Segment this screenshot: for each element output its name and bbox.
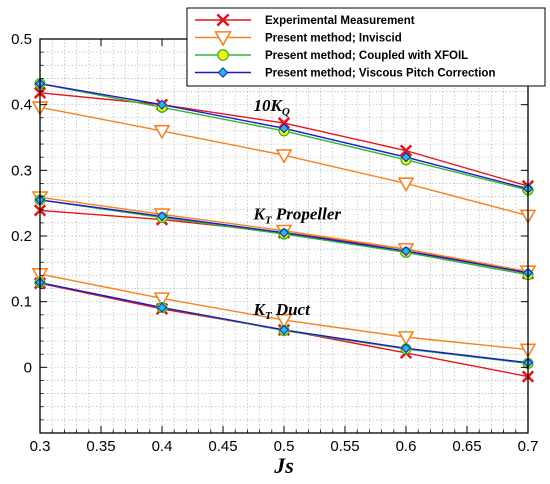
annotations: 10KQ KT Propeller KT Duct — [253, 96, 342, 322]
legend-entry: Experimental Measurement — [195, 13, 415, 27]
y-tick-label: 0.5 — [11, 31, 32, 48]
y-tick-label: 0.4 — [11, 97, 32, 114]
data-point-present-method-viscous-pitch-correction — [400, 343, 412, 354]
x-tick-label: 0.6 — [396, 438, 417, 455]
data-point-present-method-inviscid — [275, 149, 293, 164]
x-axis-title: Js — [273, 453, 294, 478]
x-tick-label: 0.65 — [452, 438, 481, 455]
y-tick-label: 0.2 — [11, 228, 32, 245]
x-tick-label: 0.45 — [208, 438, 237, 455]
data-point-present-method-viscous-pitch-correction — [278, 123, 290, 134]
annotation-kq: 10KQ — [254, 96, 290, 118]
legend-entry: Present method; Coupled with XFOIL — [195, 49, 468, 62]
x-tick-label: 0.3 — [30, 438, 51, 455]
legend: Experimental Measurement Present method; … — [186, 7, 546, 87]
x-tick-label: 0.7 — [518, 438, 539, 455]
data-point-present-method-viscous-pitch-correction — [156, 211, 168, 222]
data-point-present-method-inviscid — [153, 292, 171, 307]
legend-label: Present method; Viscous Pitch Correction — [265, 68, 495, 80]
data-point-present-method-viscous-pitch-correction — [278, 227, 290, 238]
data-point-present-method-inviscid — [397, 177, 415, 193]
legend-entry: Present method; Viscous Pitch Correction — [195, 67, 495, 80]
data-point-present-method-inviscid — [397, 331, 415, 346]
legend-marker — [214, 31, 232, 47]
y-tick-label: 0.1 — [11, 294, 32, 311]
data-point-present-method-viscous-pitch-correction — [400, 246, 412, 257]
data-point-present-method-viscous-pitch-correction — [278, 324, 290, 335]
data-point-experimental-measurement — [399, 144, 413, 157]
x-tick-label: 0.5 — [274, 438, 295, 455]
legend-label: Present method; Inviscid — [265, 33, 402, 45]
legend-entry: Present method; Inviscid — [195, 31, 402, 47]
legend-marker — [217, 49, 229, 61]
data-point-present-method-viscous-pitch-correction — [156, 302, 168, 313]
data-point-present-method-viscous-pitch-correction — [156, 99, 168, 110]
ticks: 0.3 0.35 0.4 0.45 0.5 0.55 0.6 0.65 0.7 0 0.1 0.2 0.… — [11, 31, 538, 455]
data-point-experimental-measurement — [277, 116, 291, 130]
data-point-present-method-inviscid — [275, 314, 293, 329]
annotation-ktp: KT Propeller — [253, 205, 342, 227]
data-point-present-method-inviscid — [153, 124, 171, 140]
legend-label: Present method; Coupled with XFOIL — [265, 50, 468, 62]
x-tick-label: 0.55 — [330, 438, 359, 455]
y-tick-label: 0 — [24, 359, 32, 376]
legend-marker — [216, 13, 230, 27]
x-tick-label: 0.4 — [152, 438, 173, 455]
legend-marker — [217, 67, 229, 78]
legend-label: Experimental Measurement — [265, 15, 415, 27]
annotation-ktd: KT Duct — [253, 300, 312, 322]
x-tick-label: 0.35 — [86, 438, 115, 455]
y-tick-label: 0.3 — [11, 162, 32, 179]
data-point-present-method-viscous-pitch-correction — [400, 152, 412, 163]
